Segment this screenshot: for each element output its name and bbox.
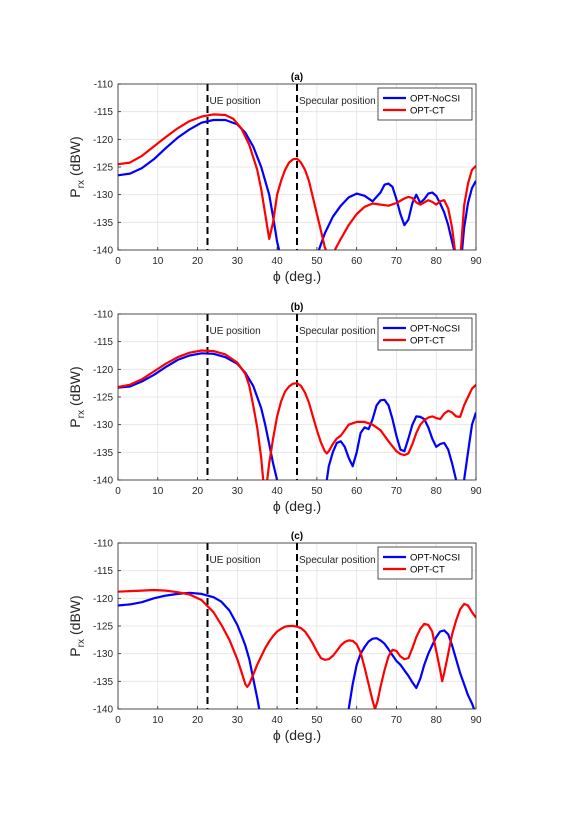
legend-label: OPT-CT — [410, 336, 445, 347]
x-tick-label: 20 — [192, 715, 204, 726]
y-tick-label: -115 — [94, 107, 114, 118]
series-line-opt-nocsi — [118, 591, 476, 709]
y-tick-label: -135 — [93, 448, 113, 459]
y-tick-label: -125 — [93, 393, 113, 404]
x-axis-label: ϕ (deg.) — [273, 498, 321, 514]
series-line-opt-ct — [118, 113, 476, 250]
legend-label: OPT-NoCSI — [410, 553, 460, 564]
x-tick-label: 70 — [391, 715, 403, 726]
y-axis-label-subscript: rx — [76, 639, 87, 647]
y-tick-label: -135 — [93, 677, 113, 688]
y-tick-label: -130 — [93, 190, 113, 201]
x-tick-label: 20 — [192, 256, 204, 267]
x-tick-label: 80 — [431, 486, 443, 497]
x-tick-label: 10 — [152, 486, 164, 497]
x-tick-label: 20 — [192, 486, 204, 497]
x-tick-label: 90 — [470, 256, 482, 267]
y-axis-label-unit: (dBW) — [67, 595, 83, 635]
panel-title: (b) — [291, 302, 304, 313]
series-group — [118, 113, 476, 250]
x-tick-label: 70 — [391, 486, 403, 497]
y-tick-label: -120 — [93, 365, 113, 376]
series-group — [118, 349, 476, 480]
x-tick-label: 60 — [351, 256, 363, 267]
ue-position-label: UE position — [210, 96, 261, 107]
legend-label: OPT-CT — [410, 106, 445, 117]
x-tick-label: 10 — [152, 715, 164, 726]
y-tick-label: -115 — [94, 337, 114, 348]
specular-position-label: Specular position — [299, 555, 376, 566]
panel-title: (c) — [291, 531, 303, 542]
x-tick-label: 0 — [115, 486, 121, 497]
panel-title: (a) — [291, 72, 303, 83]
y-tick-label: -130 — [93, 420, 113, 431]
x-tick-label: 10 — [152, 256, 164, 267]
x-tick-label: 90 — [470, 486, 482, 497]
chart-panel-c: 0 10 20 30 40 50 60 70 80 90 -110 -115 -120 -125 -130 -… — [67, 531, 482, 743]
x-tick-label: 40 — [272, 256, 284, 267]
x-tick-label: 40 — [272, 486, 284, 497]
y-axis-label-main: P — [67, 188, 83, 197]
x-tick-label: 90 — [470, 715, 482, 726]
specular-position-label: Specular position — [299, 326, 376, 337]
series-group — [118, 588, 476, 709]
y-tick-label: -125 — [93, 163, 113, 174]
x-tick-label: 40 — [272, 715, 284, 726]
y-axis-label: Prx (dBW) — [67, 366, 87, 427]
y-tick-label: -140 — [93, 476, 113, 487]
legend-label: OPT-CT — [410, 565, 445, 576]
series-line-opt-ct — [118, 588, 476, 709]
x-tick-label: 80 — [431, 715, 443, 726]
series-line-opt-ct — [118, 349, 476, 480]
ue-position-label: UE position — [210, 555, 261, 566]
x-tick-label: 30 — [232, 486, 244, 497]
y-axis-label-subscript: rx — [76, 180, 87, 188]
legend-label: OPT-NoCSI — [410, 324, 460, 335]
x-tick-label: 50 — [311, 256, 323, 267]
x-tick-label: 50 — [311, 715, 323, 726]
x-tick-label: 0 — [115, 256, 121, 267]
y-tick-label: -135 — [93, 218, 113, 229]
x-tick-label: 60 — [351, 486, 363, 497]
y-axis-label-main: P — [67, 647, 83, 656]
y-tick-label: -110 — [94, 80, 114, 91]
y-tick-label: -115 — [94, 566, 114, 577]
x-tick-label: 70 — [391, 256, 403, 267]
series-line-opt-nocsi — [118, 118, 476, 250]
y-axis-label: Prx (dBW) — [67, 595, 87, 656]
legend-label: OPT-NoCSI — [410, 94, 460, 105]
legend-box — [377, 546, 473, 580]
x-axis-label: ϕ (deg.) — [273, 268, 321, 284]
y-axis-label: Prx (dBW) — [67, 136, 87, 197]
x-axis-label: ϕ (deg.) — [273, 727, 321, 743]
y-tick-label: -110 — [94, 310, 114, 321]
y-axis-label-unit: (dBW) — [67, 366, 83, 406]
y-axis-label-unit: (dBW) — [67, 136, 83, 176]
ue-position-label: UE position — [210, 326, 261, 337]
x-tick-label: 50 — [311, 486, 323, 497]
y-axis-label-subscript: rx — [76, 410, 87, 418]
specular-position-label: Specular position — [299, 96, 376, 107]
chart-panel-b: 0 10 20 30 40 50 60 70 80 90 -110 -115 -120 -125 -130 -… — [67, 302, 482, 514]
y-tick-label: -120 — [93, 135, 113, 146]
x-tick-label: 30 — [232, 715, 244, 726]
x-tick-label: 60 — [351, 715, 363, 726]
y-tick-label: -110 — [94, 539, 114, 550]
y-tick-label: -140 — [93, 246, 113, 257]
x-tick-label: 0 — [115, 715, 121, 726]
chart-panel-a: 0 10 20 30 40 50 60 70 80 90 -110 -115 -120 -125 -130 -… — [67, 72, 482, 284]
x-tick-label: 80 — [431, 256, 443, 267]
x-tick-label: 30 — [232, 256, 244, 267]
y-tick-label: -120 — [93, 594, 113, 605]
y-tick-label: -130 — [93, 649, 113, 660]
y-tick-label: -125 — [93, 622, 113, 633]
series-line-opt-nocsi — [118, 352, 476, 480]
y-tick-label: -140 — [93, 705, 113, 716]
y-axis-label-main: P — [67, 418, 83, 427]
legend-box — [377, 87, 473, 121]
legend-box — [377, 317, 473, 351]
